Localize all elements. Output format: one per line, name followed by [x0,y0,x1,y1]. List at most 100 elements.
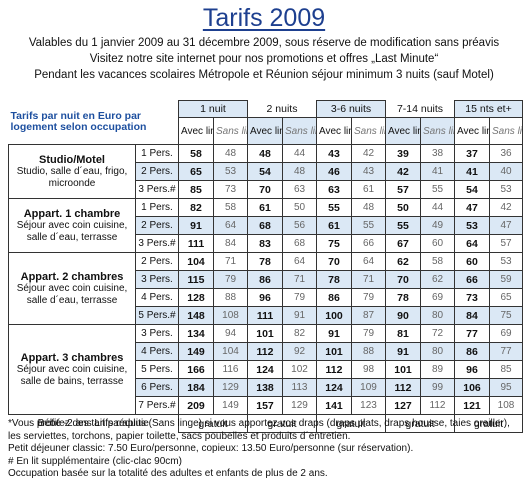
without-linen-header: Sans linge* [420,117,455,145]
baby-cot-price: gratuit [178,414,248,433]
baby-cot-price: gratuit [247,414,317,433]
room-type-title: Appart. 1 chambre [23,207,121,220]
price-with-linen: 70 [385,270,421,289]
with-linen-header: Avec linge [247,117,283,145]
price-without-linen: 109 [351,378,386,397]
occupancy-cell: 3 Pers. [135,324,179,343]
price-with-linen: 75 [316,234,352,253]
price-with-linen: 101 [316,342,352,361]
occupancy-cell: 4 Pers. [135,342,179,361]
price-without-linen: 79 [282,288,317,307]
room-type-title: Appart. 2 chambres [20,270,124,283]
price-without-linen: 64 [282,252,317,271]
price-with-linen: 124 [316,378,352,397]
price-without-linen: 60 [420,234,455,253]
room-type-description: Séjour avec coin cuisine, salle d´eau, t… [16,282,128,306]
price-without-linen: 108 [488,396,524,415]
price-without-linen: 75 [488,306,524,325]
occupancy-cell: 3 Pers.# [135,234,179,253]
price-without-linen: 65 [488,288,524,307]
price-with-linen: 46 [316,162,352,181]
price-without-linen: 104 [213,342,248,361]
price-with-linen: 39 [385,144,421,163]
price-without-linen: 62 [420,270,455,289]
price-without-linen: 57 [488,234,524,253]
price-without-linen: 69 [420,288,455,307]
price-with-linen: 70 [247,180,283,199]
footnote-extra-bed: # En lit supplémentaire (clic-clac 90cm) [8,455,182,467]
price-without-linen: 47 [488,216,524,235]
price-with-linen: 209 [178,396,214,415]
price-without-linen: 82 [282,324,317,343]
price-table: Tarifs par nuit en Euro par logement sel… [8,100,524,433]
price-with-linen: 148 [178,306,214,325]
price-with-linen: 67 [385,234,421,253]
with-linen-header: Avec linge [454,117,490,145]
price-with-linen: 112 [247,342,283,361]
price-with-linen: 112 [385,378,421,397]
footnote-breakfast: Petit déjeuner classic: 7.50 Euro/person… [8,443,414,454]
footnote-occupancy: Occupation basée sur la totalité des adu… [8,468,328,479]
without-linen-header: Sans linge* [282,117,317,145]
price-with-linen: 55 [316,198,352,217]
price-without-linen: 40 [488,162,524,181]
room-type-description: Studio, salle d´eau, frigo, microonde [16,165,128,189]
price-without-linen: 48 [282,162,317,181]
table-row: 4 Pers. 149 104 112 92 101 88 91 80 86 77 [9,342,524,361]
price-with-linen: 138 [247,378,283,397]
baby-cot-price: gratuit [316,414,386,433]
price-without-linen: 56 [282,216,317,235]
price-without-linen: 79 [351,288,386,307]
occupancy-cell: 5 Pers. [135,360,179,379]
price-with-linen: 68 [247,216,283,235]
duration-header: 2 nuits [247,100,317,118]
price-with-linen: 77 [454,324,490,343]
price-without-linen: 94 [213,324,248,343]
duration-header: 3-6 nuits [316,100,386,118]
price-without-linen: 44 [282,144,317,163]
duration-header: 7-14 nuits [385,100,455,118]
price-without-linen: 73 [213,180,248,199]
table-row: 7 Pers.# 209 149 157 129 141 123 127 112 121 108 [9,396,524,415]
price-with-linen: 54 [247,162,283,181]
occupancy-cell: 2 Pers. [135,216,179,235]
price-without-linen: 53 [213,162,248,181]
price-without-linen: 68 [282,234,317,253]
price-with-linen: 57 [385,180,421,199]
price-with-linen: 124 [247,360,283,379]
price-with-linen: 42 [385,162,421,181]
price-without-linen: 49 [420,216,455,235]
price-without-linen: 66 [351,234,386,253]
price-without-linen: 129 [213,378,248,397]
price-with-linen: 104 [178,252,214,271]
price-without-linen: 102 [282,360,317,379]
price-with-linen: 53 [454,216,490,235]
price-with-linen: 86 [454,342,490,361]
price-without-linen: 48 [351,198,386,217]
occupancy-cell: 1 Pers. [135,144,179,163]
price-without-linen: 98 [351,360,386,379]
price-with-linen: 41 [454,162,490,181]
price-without-linen: 42 [488,198,524,217]
room-type-title: Studio/Motel [39,153,105,166]
intro-line: Pendant les vacances scolaires Métropole… [34,69,494,81]
intro-text: Valables du 1 janvier 2009 au 31 décembr… [0,35,528,83]
table-row: 5 Pers.# 148 108 111 91 100 87 90 80 84 75 [9,306,524,325]
with-linen-header: Avec linge [178,117,214,145]
price-with-linen: 58 [178,144,214,163]
price-without-linen: 95 [488,378,524,397]
price-without-linen: 71 [351,270,386,289]
price-with-linen: 91 [316,324,352,343]
price-with-linen: 166 [178,360,214,379]
price-with-linen: 70 [316,252,352,271]
price-without-linen: 113 [282,378,317,397]
price-without-linen: 89 [420,360,455,379]
price-with-linen: 101 [385,360,421,379]
price-without-linen: 108 [213,306,248,325]
price-without-linen: 88 [213,288,248,307]
occupancy-cell: 3 Pers.# [135,180,179,199]
price-with-linen: 141 [316,396,352,415]
occupancy-cell: 1 Pers. [135,198,179,217]
price-without-linen: 64 [213,216,248,235]
price-with-linen: 91 [178,216,214,235]
